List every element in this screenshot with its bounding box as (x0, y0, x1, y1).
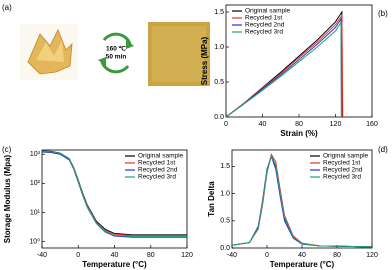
y-tick-label: 1.0 (220, 190, 230, 197)
x-tick-label: 40 (298, 252, 306, 259)
y-tick-label: 1.5 (220, 163, 230, 170)
legend-label: Recycled 3rd (245, 29, 283, 36)
panel-label: (d) (378, 145, 388, 154)
y-tick-label: 10⁰ (29, 237, 40, 245)
x-tick-label: 160 (366, 121, 378, 128)
y-axis-label: Stress (MPa) (200, 36, 209, 85)
x-tick-label: 120 (366, 252, 378, 259)
legend-label: Recycled 1st (245, 15, 282, 22)
x-tick-label: 80 (333, 252, 341, 259)
series-line (225, 20, 342, 118)
series-line (231, 154, 373, 248)
x-tick-label: -40 (227, 252, 237, 259)
x-tick-label: 40 (259, 121, 267, 128)
legend-label: Recycled 3rd (138, 174, 176, 181)
legend-label: Original sample (245, 8, 291, 15)
x-tick-label: 0 (76, 252, 80, 259)
legend-label: Original sample (138, 153, 184, 160)
panel-label: (c) (2, 145, 12, 154)
y-tick-label: 0.5 (220, 218, 230, 225)
y-tick-label: 1.5 (214, 9, 224, 16)
pellets-highlight (36, 40, 64, 62)
x-tick-label: 40 (111, 252, 119, 259)
legend-label: Recycled 3rd (323, 174, 361, 181)
y-tick-label: 1.0 (214, 44, 224, 51)
arrow-head (98, 57, 106, 66)
legend-label: Recycled 2nd (138, 167, 178, 174)
panel-label: (a) (2, 3, 12, 12)
y-tick-label: 10³ (30, 151, 41, 158)
legend-label: Recycled 1st (138, 160, 175, 167)
cycle-arrow (102, 32, 132, 45)
time: 50 min (106, 54, 127, 61)
y-tick-label: 10¹ (30, 209, 41, 216)
series-line (41, 150, 187, 237)
y-axis-label: Tan Delta (207, 181, 216, 217)
x-tick-label: 0 (224, 121, 228, 128)
cycle-arrow (100, 61, 130, 74)
x-tick-label: 80 (147, 252, 155, 259)
temperature: 160 ℃ (106, 45, 127, 53)
x-tick-label: 120 (181, 252, 193, 259)
y-tick-label: 10² (30, 180, 41, 187)
series-line (225, 13, 344, 118)
scheme: (a) 160 ℃ 50 min (2, 3, 210, 86)
x-axis-label: Temperature (°C) (82, 260, 147, 269)
legend-label: Recycled 1st (323, 160, 360, 167)
legend-label: Original sample (323, 153, 369, 160)
x-axis-label: Temperature (°C) (270, 260, 335, 269)
x-tick-label: 0 (265, 252, 269, 259)
y-tick-label: 0.0 (214, 114, 224, 121)
y-tick-label: 0.5 (214, 79, 224, 86)
x-tick-label: 120 (330, 121, 342, 128)
legend-label: Recycled 2nd (323, 167, 363, 174)
x-axis-label: Strain (%) (280, 129, 318, 138)
y-axis-label: Storage Modulus (Mpa) (3, 154, 12, 243)
x-tick-label: -40 (37, 252, 47, 259)
film-sheen (152, 26, 206, 82)
legend-label: Recycled 2nd (245, 22, 285, 29)
x-tick-label: 80 (295, 121, 303, 128)
y-tick-label: 0.0 (220, 245, 230, 252)
panel-label: (b) (378, 9, 388, 18)
arrow-head (126, 40, 134, 49)
